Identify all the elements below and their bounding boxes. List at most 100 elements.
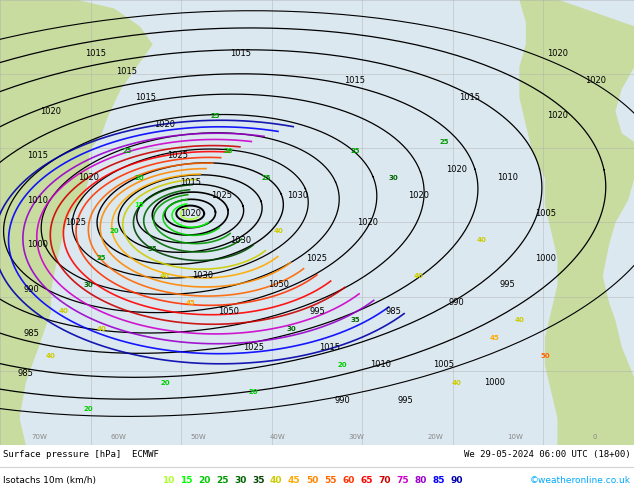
Text: 985: 985: [23, 329, 40, 338]
Text: 45: 45: [185, 299, 195, 306]
Text: 990: 990: [335, 396, 350, 405]
Text: 990: 990: [449, 298, 464, 307]
Text: 1025: 1025: [306, 253, 328, 263]
Text: 25: 25: [262, 175, 271, 181]
Text: 25: 25: [439, 139, 448, 146]
Text: 1020: 1020: [547, 49, 569, 58]
Text: 1020: 1020: [547, 111, 569, 120]
Text: 45: 45: [489, 335, 500, 341]
Text: 985: 985: [385, 307, 401, 316]
Text: 30W: 30W: [349, 435, 365, 441]
Text: 30: 30: [84, 282, 94, 288]
Text: 50: 50: [306, 476, 318, 485]
Text: Isotachs 10m (km/h): Isotachs 10m (km/h): [3, 476, 96, 485]
Text: 25: 25: [211, 113, 220, 119]
Text: 90: 90: [450, 476, 463, 485]
Text: 1015: 1015: [230, 49, 252, 58]
Text: 30: 30: [388, 175, 398, 181]
Text: 1000: 1000: [484, 378, 505, 387]
Text: 35: 35: [147, 246, 157, 252]
Text: 1020: 1020: [408, 191, 429, 200]
Text: 35: 35: [252, 476, 264, 485]
Text: 40: 40: [274, 228, 284, 234]
Text: 65: 65: [360, 476, 373, 485]
Text: 20: 20: [337, 362, 347, 368]
Text: 20W: 20W: [428, 435, 444, 441]
Text: 20: 20: [109, 228, 119, 234]
Text: 15: 15: [180, 476, 192, 485]
Text: 1020: 1020: [40, 107, 61, 116]
Text: 35: 35: [350, 318, 360, 323]
Text: 50W: 50W: [190, 435, 206, 441]
Text: 1015: 1015: [319, 343, 340, 351]
Text: 1050: 1050: [217, 307, 239, 316]
Text: 40: 40: [96, 326, 107, 332]
Text: 1020: 1020: [446, 165, 467, 173]
Text: 60W: 60W: [111, 435, 127, 441]
Text: 10W: 10W: [507, 435, 523, 441]
Text: 1020: 1020: [357, 218, 378, 227]
Text: 25: 25: [216, 476, 228, 485]
Text: 40: 40: [160, 273, 170, 279]
Text: 1020: 1020: [78, 173, 100, 182]
Text: 20: 20: [160, 380, 170, 386]
Text: 995: 995: [398, 396, 413, 405]
Polygon shape: [0, 0, 51, 445]
Text: 1015: 1015: [84, 49, 106, 58]
Text: 1015: 1015: [179, 178, 201, 187]
Text: 995: 995: [500, 280, 515, 289]
Text: 1005: 1005: [433, 360, 455, 369]
Text: 1025: 1025: [65, 218, 87, 227]
Polygon shape: [0, 0, 152, 445]
Text: 1030: 1030: [192, 271, 214, 280]
Text: 1020: 1020: [585, 75, 607, 85]
Text: 40: 40: [451, 380, 462, 386]
Text: 55: 55: [324, 476, 337, 485]
Text: 1025: 1025: [243, 343, 264, 351]
Text: 70: 70: [378, 476, 391, 485]
Polygon shape: [0, 0, 120, 445]
Text: 990: 990: [24, 285, 39, 294]
Text: 40W: 40W: [269, 435, 285, 441]
Text: 1010: 1010: [370, 360, 391, 369]
Text: 20: 20: [198, 476, 210, 485]
Text: 25: 25: [122, 148, 131, 154]
Text: 985: 985: [17, 369, 34, 378]
Text: 75: 75: [396, 476, 409, 485]
Text: We 29-05-2024 06:00 UTC (18+00): We 29-05-2024 06:00 UTC (18+00): [464, 450, 631, 459]
Text: 40: 40: [515, 318, 525, 323]
Text: 30: 30: [234, 476, 247, 485]
Text: 25: 25: [351, 148, 359, 154]
Text: ©weatheronline.co.uk: ©weatheronline.co.uk: [530, 476, 631, 485]
Text: 40: 40: [413, 273, 424, 279]
Text: 20: 20: [249, 389, 259, 394]
Text: 1030: 1030: [287, 191, 309, 200]
Text: 50: 50: [540, 353, 550, 359]
Text: 40: 40: [46, 353, 56, 359]
Text: 80: 80: [414, 476, 427, 485]
Text: 20: 20: [223, 148, 233, 154]
Text: 20: 20: [84, 406, 94, 412]
Text: 1015: 1015: [458, 94, 480, 102]
Text: 1015: 1015: [116, 67, 138, 75]
Text: 1020: 1020: [154, 120, 176, 129]
Text: 70W: 70W: [32, 435, 48, 441]
Text: 85: 85: [432, 476, 444, 485]
Text: 1025: 1025: [211, 191, 233, 200]
Text: 1015: 1015: [135, 94, 157, 102]
Text: 60: 60: [342, 476, 354, 485]
Text: 1010: 1010: [27, 196, 49, 205]
Text: 1030: 1030: [230, 236, 252, 245]
Text: 0: 0: [592, 435, 597, 441]
Text: 40: 40: [270, 476, 282, 485]
Text: 40: 40: [58, 308, 68, 315]
Text: 1005: 1005: [534, 209, 556, 218]
Text: 1000: 1000: [534, 253, 556, 263]
Text: 20: 20: [134, 175, 145, 181]
Text: Surface pressure [hPa]  ECMWF: Surface pressure [hPa] ECMWF: [3, 450, 159, 459]
Polygon shape: [520, 0, 634, 445]
Text: 15: 15: [134, 202, 145, 208]
Text: 25: 25: [97, 255, 106, 261]
Text: 1050: 1050: [268, 280, 290, 289]
Text: 1015: 1015: [344, 75, 366, 85]
